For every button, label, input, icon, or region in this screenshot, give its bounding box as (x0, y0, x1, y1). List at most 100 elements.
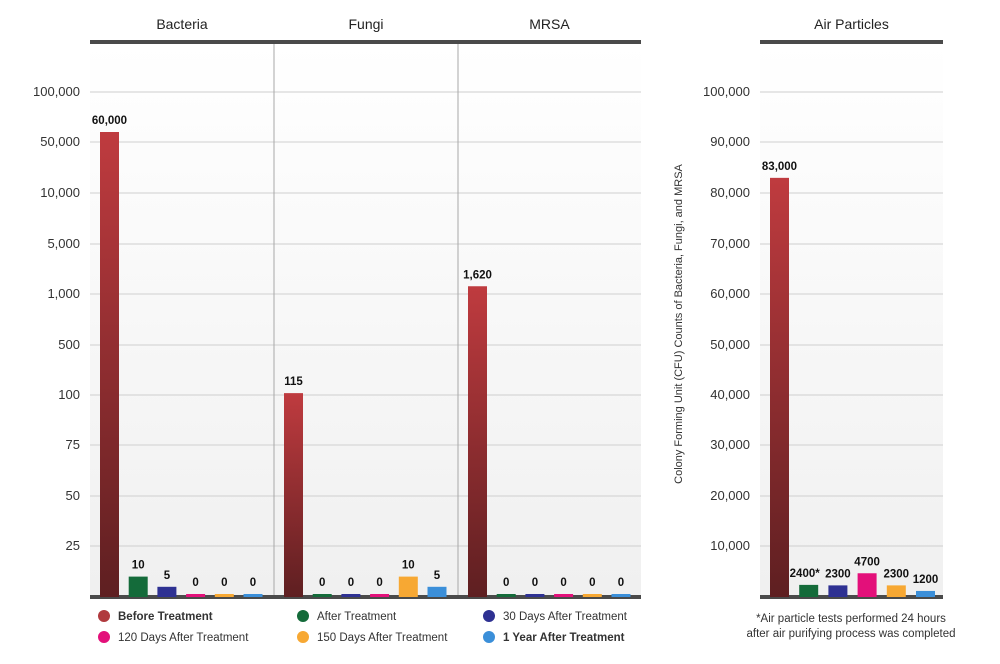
bars (100, 132, 935, 597)
legend: Before Treatment After Treatment 30 Days A… (98, 610, 628, 644)
data-label: 0 (532, 577, 538, 589)
data-label: 0 (250, 577, 256, 589)
footnote-line2: after air purifying process was complete… (746, 628, 955, 640)
bar (857, 573, 877, 597)
data-label: 115 (284, 376, 303, 388)
right-tick-label: 90,000 (710, 134, 750, 149)
data-label: 83,000 (762, 161, 797, 173)
left-top-border (90, 40, 641, 44)
bar (214, 594, 234, 597)
axes: 100,00050,00010,0005,0001,00050010075502… (33, 16, 943, 599)
legend-label: Before Treatment (118, 611, 213, 623)
data-label: 2300 (884, 568, 910, 580)
legend-label: After Treatment (317, 611, 397, 623)
data-label: 0 (348, 577, 354, 589)
bar (341, 594, 361, 597)
left-tick-label: 1,000 (47, 286, 80, 301)
legend-swatch (297, 610, 309, 622)
bar (157, 586, 177, 597)
bar (243, 594, 263, 597)
legend-swatch (297, 631, 309, 643)
data-label: 0 (589, 577, 595, 589)
left-tick-label: 25 (66, 538, 80, 553)
legend-label: 30 Days After Treatment (503, 611, 628, 623)
bar (186, 594, 206, 597)
right-tick-label: 50,000 (710, 337, 750, 352)
data-label: 10 (402, 560, 415, 572)
data-label: 0 (560, 577, 566, 589)
bar (886, 585, 906, 597)
bar (828, 585, 848, 597)
bar (496, 594, 516, 597)
legend-swatch (98, 631, 110, 643)
data-label: 0 (376, 577, 382, 589)
legend-label: 120 Days After Treatment (118, 632, 249, 644)
bar (370, 594, 390, 597)
data-label: 0 (192, 577, 198, 589)
data-label: 10 (132, 560, 145, 572)
panel-title: MRSA (529, 16, 570, 32)
bar (468, 286, 487, 597)
legend-swatch (483, 610, 495, 622)
left-plot-area (90, 42, 641, 597)
data-label: 5 (164, 570, 171, 582)
bar (427, 586, 447, 597)
data-label: 0 (319, 577, 325, 589)
bar (312, 594, 332, 597)
legend-label: 1 Year After Treatment (503, 632, 625, 644)
bar (128, 576, 148, 597)
bar (770, 177, 789, 597)
data-label: 2400* (790, 568, 821, 580)
data-label: 60,000 (92, 115, 127, 127)
right-tick-label: 70,000 (710, 236, 750, 251)
left-baseline (90, 595, 641, 599)
panel-title: Bacteria (156, 16, 208, 32)
data-label: 1,620 (463, 269, 492, 281)
left-tick-label: 500 (58, 337, 80, 352)
left-tick-label: 50,000 (40, 134, 80, 149)
left-tick-label: 100 (58, 387, 80, 402)
legend-label: 150 Days After Treatment (317, 632, 448, 644)
legend-swatch (483, 631, 495, 643)
left-tick-label: 5,000 (47, 236, 80, 251)
bar (554, 594, 574, 597)
footnote-line1: *Air particle tests performed 24 hours (756, 613, 946, 625)
right-plot-area (760, 42, 943, 597)
bar (916, 590, 935, 597)
y-axis-label: Colony Forming Unit (CFU) Counts of Bact… (673, 163, 685, 483)
data-label: 0 (221, 577, 227, 589)
data-label: 0 (618, 577, 624, 589)
data-label: 2300 (825, 568, 851, 580)
left-tick-label: 75 (66, 437, 80, 452)
panel-title: Air Particles (814, 16, 889, 32)
right-tick-label: 80,000 (710, 185, 750, 200)
data-label: 1200 (913, 574, 939, 586)
panel-title: Fungi (348, 16, 383, 32)
right-top-border (760, 40, 943, 44)
right-tick-label: 10,000 (710, 538, 750, 553)
bar (398, 576, 418, 597)
right-tick-label: 100,000 (703, 84, 750, 99)
left-tick-label: 100,000 (33, 84, 80, 99)
data-labels: 60,000 10 5 0 0 0 115 0 0 0 10 5 1,620 0 0 0 0 0 83,000 240… (92, 115, 938, 589)
bar (100, 132, 119, 597)
right-tick-label: 60,000 (710, 286, 750, 301)
bar (525, 594, 545, 597)
data-label: 4700 (854, 556, 880, 568)
bar (284, 393, 303, 597)
right-tick-label: 40,000 (710, 387, 750, 402)
left-tick-label: 50 (66, 488, 80, 503)
right-tick-label: 20,000 (710, 488, 750, 503)
left-tick-label: 10,000 (40, 185, 80, 200)
plot-backgrounds (90, 42, 943, 597)
bar (611, 594, 631, 597)
right-tick-label: 30,000 (710, 437, 750, 452)
bar (582, 594, 602, 597)
data-label: 5 (434, 570, 441, 582)
data-label: 0 (503, 577, 509, 589)
grid-lines (90, 91, 943, 547)
right-baseline (760, 595, 943, 599)
legend-swatch (98, 610, 110, 622)
bar (799, 584, 819, 597)
